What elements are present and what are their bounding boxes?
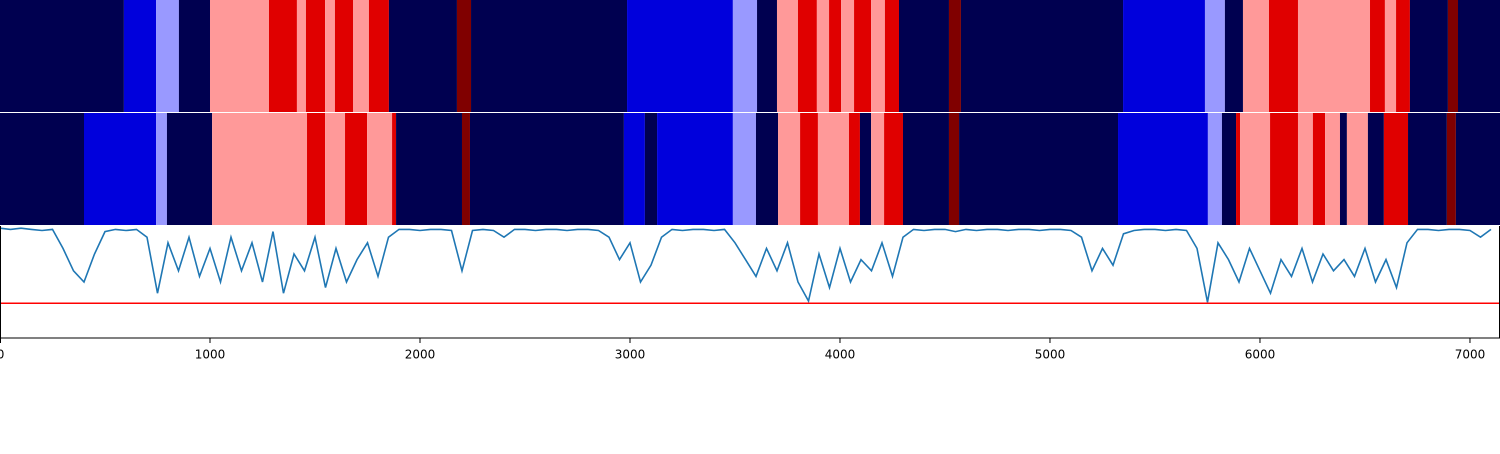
segment [1207, 113, 1222, 225]
segment [1446, 113, 1456, 225]
segment [392, 113, 397, 225]
segment [1370, 0, 1385, 112]
segment [1297, 0, 1371, 112]
segment [334, 0, 354, 112]
segment [898, 0, 949, 112]
segment [1383, 113, 1409, 225]
segment [817, 113, 850, 225]
segment [884, 113, 903, 225]
segment [166, 113, 213, 225]
segment [776, 0, 798, 112]
segment [461, 113, 470, 225]
segment [871, 113, 885, 225]
x-tick-label: 0 [0, 348, 4, 362]
segment [1458, 0, 1500, 112]
segment [367, 113, 393, 225]
x-tick-label: 6000 [1245, 348, 1276, 362]
segment [948, 113, 960, 225]
segment [1325, 113, 1340, 225]
segment [1123, 0, 1205, 112]
segment [948, 0, 961, 112]
segment [1224, 0, 1243, 112]
segment [1204, 0, 1225, 112]
segment [816, 0, 830, 112]
segment [0, 113, 84, 225]
segment [178, 0, 210, 112]
segment [325, 0, 335, 112]
segment [0, 0, 124, 112]
segment [83, 113, 157, 225]
segment [755, 113, 779, 225]
x-tick-label: 7000 [1455, 348, 1486, 362]
segment [1396, 0, 1410, 112]
segment [778, 113, 801, 225]
segment [1221, 113, 1237, 225]
segment [156, 113, 167, 225]
segment [325, 113, 346, 225]
segment [209, 0, 270, 112]
segment [269, 0, 297, 112]
segment [657, 113, 733, 225]
segment [1346, 113, 1368, 225]
segment [1447, 0, 1459, 112]
segment [156, 0, 179, 112]
segment [623, 113, 645, 225]
segment [353, 0, 369, 112]
segment [800, 113, 818, 225]
segment [960, 0, 1124, 112]
x-tick-label: 2000 [405, 348, 436, 362]
segment [1236, 113, 1241, 225]
segment [841, 0, 855, 112]
segment [1118, 113, 1208, 225]
segment [797, 0, 817, 112]
x-tick-label: 5000 [1035, 348, 1066, 362]
x-tick-label: 4000 [825, 348, 856, 362]
segment [1312, 113, 1326, 225]
segment [884, 0, 899, 112]
segment [959, 113, 1119, 225]
segment [212, 113, 308, 225]
segment [757, 0, 777, 112]
segment [871, 0, 885, 112]
segment [859, 113, 872, 225]
segment [123, 0, 157, 112]
segment [368, 0, 389, 112]
segment [1297, 113, 1313, 225]
segment [1455, 113, 1500, 225]
segment [644, 113, 658, 225]
segment [1339, 113, 1347, 225]
segment [902, 113, 949, 225]
segment [627, 0, 733, 112]
segment [732, 113, 756, 225]
segment [849, 113, 860, 225]
segment [345, 113, 368, 225]
x-tick-label: 3000 [615, 348, 646, 362]
segment [469, 113, 624, 225]
segment [1270, 113, 1298, 225]
segment [1269, 0, 1298, 112]
segment [1242, 0, 1270, 112]
segment [854, 0, 872, 112]
segment [305, 0, 326, 112]
data-line [0, 227, 1492, 304]
segment [1367, 113, 1384, 225]
x-tick-label: 1000 [195, 348, 226, 362]
segment [456, 0, 472, 112]
segment [1408, 113, 1447, 225]
segment [1409, 0, 1448, 112]
segment [296, 0, 306, 112]
segment [307, 113, 326, 225]
segment [471, 0, 628, 112]
segment [829, 0, 842, 112]
segment [388, 0, 457, 112]
segment [396, 113, 462, 225]
segment [1384, 0, 1397, 112]
segment [1240, 113, 1271, 225]
segment [732, 0, 758, 112]
